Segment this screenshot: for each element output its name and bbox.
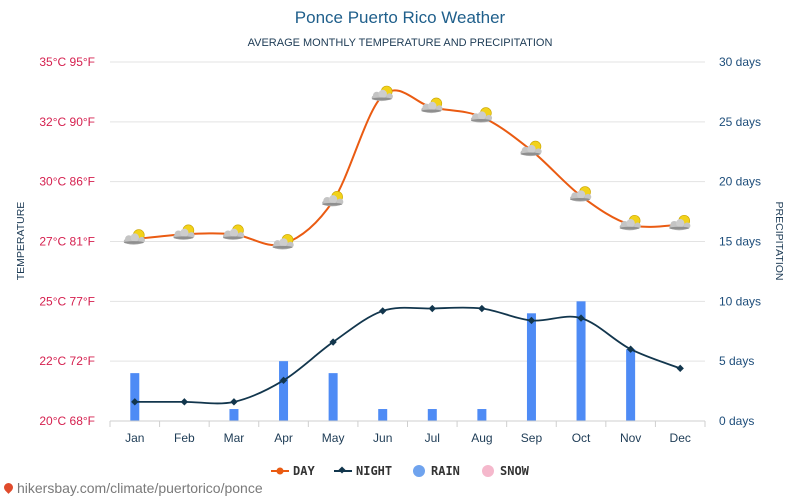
left-tick-label: 30°C 86°F — [39, 175, 95, 189]
legend-snow-label: SNOW — [500, 464, 530, 478]
partly-cloudy-icon — [470, 107, 493, 124]
legend-night-label: NIGHT — [356, 464, 392, 478]
night-point[interactable] — [279, 376, 288, 384]
left-tick-label: 25°C 77°F — [39, 294, 95, 308]
night-point[interactable] — [626, 345, 635, 353]
legend-day-label: DAY — [293, 464, 315, 478]
rain-bar[interactable] — [328, 373, 338, 421]
partly-cloudy-icon — [222, 224, 245, 241]
x-axis: Jan Feb Mar Apr May Jun Jul Aug Sep Oct Nov Dec — [109, 420, 706, 445]
legend-day[interactable]: DAY — [271, 464, 315, 478]
night-line — [134, 306, 681, 405]
x-tick-label: Jul — [425, 431, 440, 445]
night-point[interactable] — [180, 398, 189, 406]
x-tick-label: Mar — [224, 431, 245, 445]
chart-title: Ponce Puerto Rico Weather — [295, 8, 506, 27]
right-tick-label: 20 days — [719, 175, 761, 189]
day-series — [132, 89, 683, 247]
rain-bar[interactable] — [279, 361, 289, 421]
rain-bar[interactable] — [477, 409, 487, 421]
right-axis-title: PRECIPITATION — [773, 202, 785, 281]
night-series — [131, 304, 684, 406]
rain-bar[interactable] — [378, 409, 388, 421]
left-tick-label: 32°C 90°F — [39, 115, 95, 129]
left-tick-label: 20°C 68°F — [39, 414, 95, 428]
rain-bar[interactable] — [576, 301, 586, 421]
partly-cloudy-icon — [619, 214, 642, 231]
partly-cloudy-icon — [172, 224, 196, 241]
night-point[interactable] — [131, 398, 139, 406]
left-axis-ticks: 35°C 95°F 32°C 90°F 30°C 86°F 27°C 81°F 25°C… — [39, 55, 95, 428]
rain-bar[interactable] — [626, 349, 636, 421]
partly-cloudy-icon — [321, 190, 344, 207]
partly-cloudy-icon — [123, 229, 146, 246]
gridlines — [110, 61, 705, 362]
night-point[interactable] — [329, 338, 337, 346]
x-tick-label: Apr — [274, 431, 293, 445]
rain-bar[interactable] — [229, 409, 239, 421]
left-tick-label: 35°C 95°F — [39, 55, 95, 69]
day-line — [134, 89, 681, 247]
x-tick-label: May — [322, 431, 345, 445]
left-axis-title: TEMPERATURE — [15, 202, 27, 281]
partly-cloudy-icon — [420, 97, 443, 114]
right-tick-label: 30 days — [719, 55, 761, 69]
source-link-label: hikersbay.com/climate/puertorico/ponce — [17, 480, 263, 496]
x-tick-label: Jun — [373, 431, 392, 445]
right-tick-label: 5 days — [719, 354, 754, 368]
rain-bars — [130, 301, 636, 421]
night-point[interactable] — [428, 304, 436, 313]
legend: DAY NIGHT RAIN SNOW — [271, 464, 530, 478]
rain-bar[interactable] — [526, 313, 536, 421]
x-tick-label: Oct — [572, 431, 591, 445]
legend-rain[interactable]: RAIN — [413, 464, 460, 478]
legend-rain-label: RAIN — [431, 464, 460, 478]
weather-icons — [123, 85, 691, 250]
source-link[interactable]: hikersbay.com/climate/puertorico/ponce — [2, 480, 263, 496]
x-tick-label: Jan — [125, 431, 144, 445]
right-axis-ticks: 30 days 25 days 20 days 15 days 10 days 5 day… — [719, 55, 761, 428]
left-tick-label: 22°C 72°F — [39, 354, 95, 368]
x-tick-label: Dec — [670, 431, 691, 445]
legend-night[interactable]: NIGHT — [334, 464, 392, 478]
partly-cloudy-icon — [272, 233, 295, 250]
night-point[interactable] — [478, 304, 486, 313]
rain-bar[interactable] — [427, 409, 437, 421]
night-point[interactable] — [527, 316, 536, 325]
right-tick-label: 15 days — [719, 235, 761, 249]
x-tick-label: Sep — [521, 431, 543, 445]
left-tick-label: 27°C 81°F — [39, 235, 95, 249]
x-tick-label: Nov — [620, 431, 641, 445]
right-tick-label: 25 days — [719, 115, 761, 129]
chart-subtitle: AVERAGE MONTHLY TEMPERATURE AND PRECIPIT… — [248, 37, 553, 49]
x-tick-label: Feb — [174, 431, 195, 445]
rain-bar[interactable] — [130, 373, 140, 421]
location-pin-icon — [2, 481, 15, 494]
night-point[interactable] — [379, 307, 387, 315]
night-point[interactable] — [577, 314, 585, 322]
night-point[interactable] — [230, 398, 238, 406]
right-tick-label: 0 days — [719, 414, 754, 428]
night-point[interactable] — [676, 364, 684, 373]
partly-cloudy-icon — [371, 85, 394, 102]
x-tick-label: Aug — [471, 431, 492, 445]
right-tick-label: 10 days — [719, 294, 761, 308]
partly-cloudy-icon — [668, 214, 691, 231]
legend-snow[interactable]: SNOW — [482, 464, 530, 478]
